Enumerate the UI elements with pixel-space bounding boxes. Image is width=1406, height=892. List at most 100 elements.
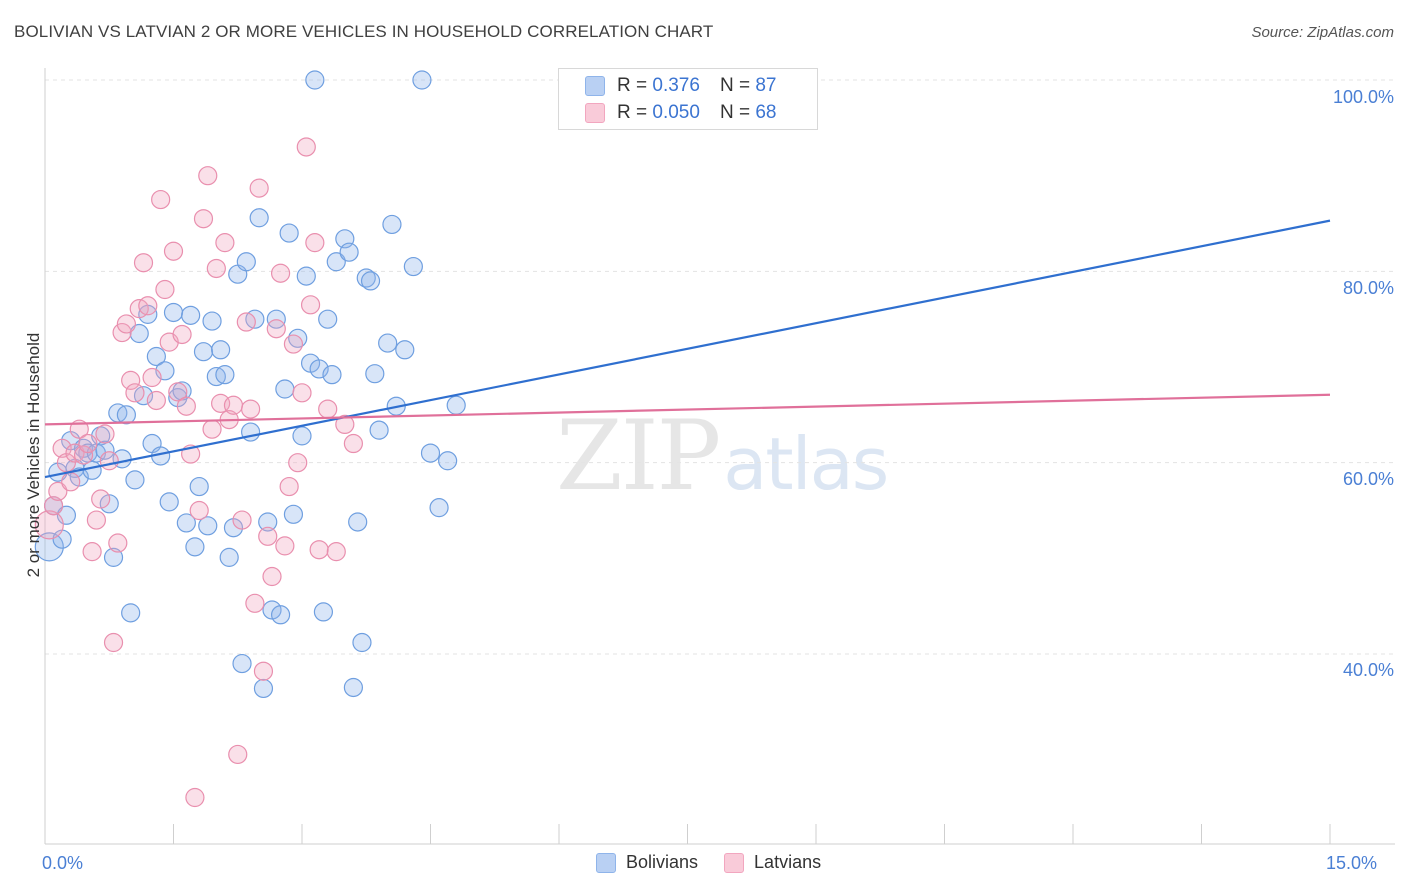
latvians-trend-line bbox=[44, 393, 1331, 426]
latvians-point bbox=[185, 787, 205, 808]
latvians-point bbox=[288, 453, 308, 473]
bolivians-point bbox=[403, 256, 423, 277]
bolivians-point bbox=[146, 346, 166, 367]
bolivians-point bbox=[412, 70, 432, 90]
latvians-point bbox=[228, 744, 248, 765]
y-tick-label-60: 60.0% bbox=[1342, 469, 1394, 489]
latvians-point bbox=[335, 414, 355, 434]
latvians-point bbox=[241, 399, 261, 419]
bolivians-point bbox=[95, 440, 115, 460]
bolivians-swatch bbox=[585, 76, 605, 96]
latvians-point bbox=[146, 390, 166, 411]
bolivians-point bbox=[446, 395, 466, 415]
latvians-point bbox=[168, 382, 188, 402]
latvians-point bbox=[318, 399, 338, 419]
latvians-point bbox=[300, 295, 321, 315]
bolivians-point bbox=[189, 476, 209, 497]
latvians-point bbox=[86, 510, 107, 530]
latvians-point bbox=[292, 383, 312, 403]
bolivians-point bbox=[365, 364, 385, 384]
latvians-point bbox=[305, 233, 325, 253]
bolivians-point bbox=[429, 498, 449, 518]
latvians-point bbox=[275, 536, 295, 556]
bolivians-point bbox=[305, 70, 325, 90]
stats-legend: R = 0.376 N = 87 R = 0.050 N = 68 bbox=[558, 68, 818, 130]
latvians-point bbox=[296, 137, 316, 157]
bolivians-point bbox=[198, 516, 218, 536]
series-legend: Bolivians Latvians bbox=[596, 852, 847, 873]
latvians-point bbox=[266, 319, 286, 339]
latvians-point bbox=[189, 500, 209, 521]
bolivians-point bbox=[159, 492, 179, 512]
latvians-point bbox=[270, 263, 291, 283]
bolivians-point bbox=[129, 323, 149, 344]
bolivians-point bbox=[348, 512, 368, 532]
bolivians-point bbox=[382, 214, 402, 235]
bolivians-point bbox=[343, 677, 363, 698]
latvians-point bbox=[176, 396, 196, 416]
bolivians-point bbox=[270, 605, 291, 625]
latvians-point bbox=[138, 296, 158, 316]
bolivians-point bbox=[215, 365, 235, 385]
latvians-point bbox=[232, 510, 252, 530]
latvians-point bbox=[283, 334, 304, 354]
bolivians-point bbox=[296, 266, 316, 286]
bolivians-point bbox=[103, 547, 124, 567]
latvians-point bbox=[163, 241, 184, 261]
bolivians-point bbox=[236, 252, 256, 272]
latvians-point bbox=[198, 166, 218, 186]
bolivians-point bbox=[185, 537, 205, 557]
latvians-point bbox=[249, 178, 269, 198]
bolivians-point bbox=[322, 365, 342, 385]
latvians-point bbox=[155, 279, 175, 300]
latvians-legend-swatch bbox=[724, 852, 745, 873]
legend-r-label: R = bbox=[617, 102, 648, 123]
x-tick-label-min: 0.0% bbox=[42, 853, 84, 873]
latvians-point bbox=[262, 566, 282, 587]
bolivians-point bbox=[219, 547, 239, 567]
latvians-point bbox=[253, 661, 274, 681]
bolivians-point bbox=[313, 602, 334, 622]
legend-item-bolivians: Bolivians bbox=[596, 852, 698, 873]
latvians-point bbox=[103, 632, 124, 653]
bolivians-point bbox=[176, 513, 196, 533]
latvians-point bbox=[193, 209, 214, 229]
bolivians-point bbox=[318, 309, 338, 329]
bolivians-point bbox=[202, 311, 222, 331]
latvians-point bbox=[309, 540, 329, 560]
y-tick-label-80: 80.0% bbox=[1342, 278, 1394, 298]
bolivians-point bbox=[275, 379, 295, 399]
latvians-point bbox=[112, 322, 132, 343]
latvians-point bbox=[82, 542, 102, 562]
legend-r-value: 0.376 bbox=[652, 75, 700, 96]
bolivians-point bbox=[193, 342, 214, 362]
bolivians-point bbox=[253, 678, 274, 699]
latvians-point bbox=[151, 189, 171, 210]
y-axis-label: 2 or more Vehicles in Household bbox=[24, 332, 43, 578]
latvians-point bbox=[91, 489, 111, 509]
latvians-point bbox=[236, 312, 256, 332]
legend-row-latvians: R = 0.050 N = 68 bbox=[585, 100, 776, 126]
bolivians-point bbox=[125, 470, 145, 490]
latvians-point bbox=[52, 438, 72, 458]
latvians-point bbox=[142, 367, 162, 388]
latvians-point bbox=[215, 233, 235, 253]
legend-label-bolivians: Bolivians bbox=[626, 852, 699, 872]
watermark: ZIPatlas bbox=[556, 400, 889, 512]
bolivians-point bbox=[292, 426, 312, 446]
latvians-point bbox=[73, 445, 94, 465]
latvians-point bbox=[279, 476, 299, 497]
latvians-point bbox=[326, 542, 346, 562]
legend-n-label: N = bbox=[719, 102, 751, 123]
bolivians-point bbox=[121, 603, 141, 623]
latvians-point bbox=[95, 424, 115, 444]
chart-title: BOLIVIAN VS LATVIAN 2 OR MORE VEHICLES I… bbox=[14, 22, 714, 41]
latvians-point bbox=[34, 510, 64, 540]
latvians-point bbox=[48, 481, 68, 501]
latvians-point bbox=[108, 533, 128, 553]
legend-n-value: 68 bbox=[755, 102, 777, 123]
legend-r-value: 0.050 bbox=[652, 102, 700, 123]
latvians-point bbox=[223, 395, 244, 415]
bolivians-point bbox=[369, 420, 389, 440]
